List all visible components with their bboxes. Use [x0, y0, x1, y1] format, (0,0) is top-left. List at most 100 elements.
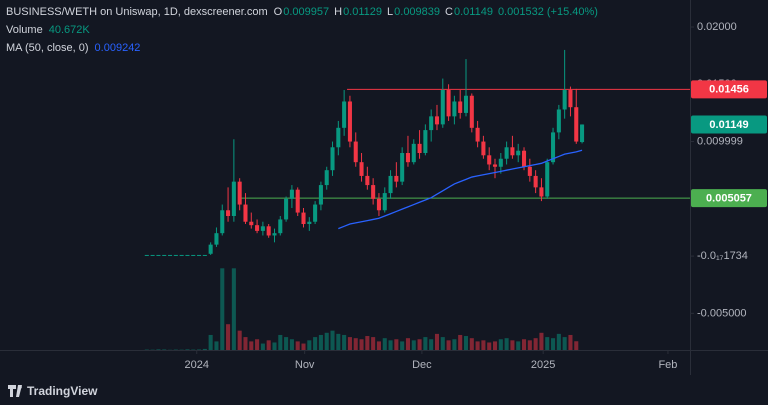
candle-body [301, 212, 306, 225]
candle-body [452, 101, 457, 117]
ohlc-label: O [274, 6, 283, 18]
volume-bar [452, 339, 457, 350]
candle-body [330, 147, 335, 171]
candle-body [336, 127, 341, 148]
volume-bar [342, 334, 347, 350]
candle-body [347, 101, 352, 142]
volume-bar [324, 332, 329, 350]
volume-bar [284, 337, 289, 350]
watermark: TradingView [27, 384, 98, 398]
candle-body [365, 175, 370, 186]
volume-bar [197, 349, 202, 350]
volume-bar [527, 340, 532, 350]
volume-bar [359, 339, 364, 350]
candle-body [469, 95, 474, 128]
candle-body [342, 101, 347, 128]
volume-bar [481, 340, 486, 350]
candle-body [185, 254, 190, 256]
volume-bar [487, 342, 492, 350]
price-label-box [691, 115, 767, 134]
volume-bar [313, 337, 318, 350]
candle-body [400, 153, 405, 182]
candle-body [260, 226, 265, 231]
candle-body [156, 254, 161, 256]
candle-body [545, 162, 550, 197]
volume-bar [417, 339, 422, 350]
y-tick-label: 0.009999 [697, 135, 743, 147]
volume-bar [469, 338, 474, 350]
x-tick-label: 2025 [531, 359, 555, 371]
volume-bar [568, 334, 573, 350]
candle-body [446, 90, 451, 117]
y-tick-label: 0.02000 [697, 21, 737, 33]
volume-bar [516, 341, 521, 350]
ohlc-label: H [334, 6, 342, 18]
y-tick-label: -0.005000 [697, 307, 747, 319]
volume-bar [533, 338, 538, 350]
volume-bar [458, 334, 463, 350]
candle-body [144, 254, 149, 256]
volume-bar [295, 341, 300, 350]
volume-bar [353, 338, 358, 350]
candle-body [440, 90, 445, 125]
y-tick-label: -0.0₁₇1734 [697, 250, 748, 262]
ohlc-value: 0.009839 [394, 6, 440, 18]
candle-body [231, 181, 236, 217]
candle-body [521, 150, 527, 167]
volume-bar [272, 342, 277, 350]
x-tick-label: Feb [658, 359, 677, 371]
volume-bar [260, 343, 265, 350]
x-tick-label: 2024 [184, 359, 208, 371]
ohlc-label: L [387, 6, 393, 18]
volume-bar [551, 338, 556, 350]
candle-body [162, 254, 167, 256]
candle-body [498, 158, 503, 167]
candle-body [208, 244, 213, 254]
price-label: 0.01456 [709, 84, 749, 96]
volume-bar [429, 339, 434, 350]
candle-body [556, 109, 561, 133]
volume-bar [405, 338, 410, 350]
volume-bar [440, 337, 445, 350]
volume-bar [208, 334, 213, 350]
volume-bar [185, 349, 190, 350]
volume-bar [231, 268, 236, 350]
candle-body [313, 204, 318, 222]
volume-bar [498, 339, 503, 350]
candle-body [249, 221, 254, 226]
volume-bar [423, 337, 428, 350]
volume-bar [255, 339, 260, 350]
candle-body [324, 170, 329, 186]
candle-body [539, 187, 544, 197]
candle-body [394, 175, 399, 182]
volume-bar [539, 332, 544, 350]
volume-bar [521, 339, 527, 350]
candle-body [551, 132, 556, 163]
volume-bar [376, 341, 381, 350]
volume-bar [266, 340, 271, 350]
candle-body [289, 189, 294, 199]
candle-body [272, 233, 277, 236]
volume-bar [434, 333, 440, 350]
candle-body [527, 166, 532, 176]
volume-bar [214, 341, 219, 350]
volume-bar [226, 324, 231, 350]
candle-body [516, 150, 521, 156]
candle-body [423, 130, 428, 154]
volume-label: Volume [6, 24, 43, 36]
candle-body [376, 198, 381, 211]
volume-bar [202, 348, 207, 350]
candle-body [266, 226, 271, 236]
candle-body [405, 153, 410, 163]
ohlc-value: 0.009957 [283, 6, 329, 18]
volume-bar [330, 330, 335, 350]
volume-bar [301, 343, 306, 350]
candle-body [382, 193, 387, 211]
price-label-box [691, 80, 767, 99]
candle-body [568, 90, 573, 108]
candle-body [580, 124, 585, 143]
candle-body [463, 95, 469, 113]
candle-body [168, 254, 173, 256]
candle-body [574, 107, 579, 142]
